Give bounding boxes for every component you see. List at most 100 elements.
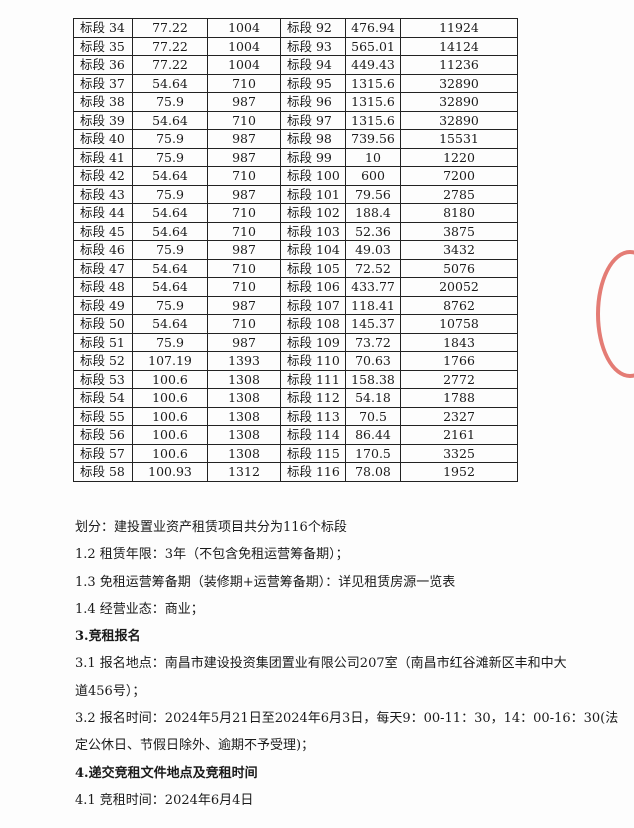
area-cell: 54.64 <box>132 277 208 297</box>
rent-cell: 3325 <box>400 443 518 463</box>
rent-cell: 32890 <box>400 92 518 112</box>
rent-cell: 1308 <box>207 425 281 445</box>
section-name-cell: 标段 113 <box>280 406 346 426</box>
area-cell: 449.43 <box>345 55 401 75</box>
lease-sections-table: 标段 34 77.22 1004 标段 92 476.94 11924 标段 35 77.22… <box>73 18 518 482</box>
rent-cell: 11236 <box>400 55 518 75</box>
table-row: 标段 42 54.64 710 标段 100 600 7200 <box>73 166 518 186</box>
section-name-cell: 标段 105 <box>280 258 346 278</box>
paragraph-line: 3.2 报名时间：2024年5月21日至2024年6月3日，每天9：00-11：… <box>75 711 619 727</box>
rent-cell: 1004 <box>207 18 281 38</box>
area-cell: 170.5 <box>345 443 401 463</box>
paragraph-line: 1.2 租赁年限：3年（不包含免租运营筹备期）； <box>75 547 349 563</box>
section-name-cell: 标段 38 <box>73 92 133 112</box>
table-row: 标段 57 100.6 1308 标段 115 170.5 3325 <box>73 443 518 463</box>
rent-cell: 987 <box>207 240 281 260</box>
area-cell: 739.56 <box>345 129 401 149</box>
rent-cell: 1312 <box>207 462 281 482</box>
area-cell: 75.9 <box>132 295 208 315</box>
area-cell: 100.6 <box>132 406 208 426</box>
area-cell: 100.6 <box>132 369 208 389</box>
section-name-cell: 标段 53 <box>73 369 133 389</box>
rent-cell: 1308 <box>207 443 281 463</box>
rent-cell: 8180 <box>400 203 518 223</box>
table-row: 标段 35 77.22 1004 标段 93 565.01 14124 <box>73 36 518 56</box>
area-cell: 86.44 <box>345 425 401 445</box>
rent-cell: 1952 <box>400 462 518 482</box>
rent-cell: 5076 <box>400 258 518 278</box>
section-name-cell: 标段 40 <box>73 129 133 149</box>
rent-cell: 1843 <box>400 332 518 352</box>
area-cell: 75.9 <box>132 92 208 112</box>
section-name-cell: 标段 44 <box>73 203 133 223</box>
section-name-cell: 标段 99 <box>280 147 346 167</box>
rent-cell: 8762 <box>400 295 518 315</box>
area-cell: 145.37 <box>345 314 401 334</box>
rent-cell: 710 <box>207 258 281 278</box>
section-name-cell: 标段 41 <box>73 147 133 167</box>
section-name-cell: 标段 46 <box>73 240 133 260</box>
table-row: 标段 55 100.6 1308 标段 113 70.5 2327 <box>73 406 518 426</box>
area-cell: 77.22 <box>132 36 208 56</box>
area-cell: 54.64 <box>132 110 208 130</box>
area-cell: 79.56 <box>345 184 401 204</box>
rent-cell: 710 <box>207 110 281 130</box>
area-cell: 158.38 <box>345 369 401 389</box>
section-name-cell: 标段 104 <box>280 240 346 260</box>
section-name-cell: 标段 103 <box>280 221 346 241</box>
section-name-cell: 标段 101 <box>280 184 346 204</box>
section-name-cell: 标段 98 <box>280 129 346 149</box>
section-name-cell: 标段 110 <box>280 351 346 371</box>
table-row: 标段 44 54.64 710 标段 102 188.4 8180 <box>73 203 518 223</box>
section-name-cell: 标段 109 <box>280 332 346 352</box>
rent-cell: 3875 <box>400 221 518 241</box>
area-cell: 54.18 <box>345 388 401 408</box>
table-row: 标段 43 75.9 987 标段 101 79.56 2785 <box>73 184 518 204</box>
document-body: 划分：建投置业资产租赁项目共分为116个标段 1.2 租赁年限：3年（不包含免租运… <box>75 517 634 817</box>
area-cell: 75.9 <box>132 184 208 204</box>
paragraph-line: 1.4 经营业态：商业； <box>75 601 204 617</box>
paragraph-line: 划分：建投置业资产租赁项目共分为116个标段 <box>75 520 347 535</box>
rent-cell: 32890 <box>400 73 518 93</box>
section-name-cell: 标段 97 <box>280 110 346 130</box>
table-row: 标段 37 54.64 710 标段 95 1315.6 32890 <box>73 73 518 93</box>
area-cell: 54.64 <box>132 73 208 93</box>
area-cell: 77.22 <box>132 18 208 38</box>
area-cell: 1315.6 <box>345 110 401 130</box>
area-cell: 100.6 <box>132 443 208 463</box>
paragraph-line: 定公休日、节假日除外、逾期不予受理)； <box>75 738 315 754</box>
rent-cell: 10758 <box>400 314 518 334</box>
rent-cell: 1004 <box>207 55 281 75</box>
section-name-cell: 标段 34 <box>73 18 133 38</box>
rent-cell: 1766 <box>400 351 518 371</box>
paragraph-line: 道456号）； <box>75 683 146 699</box>
rent-cell: 7200 <box>400 166 518 186</box>
section-name-cell: 标段 42 <box>73 166 133 186</box>
area-cell: 54.64 <box>132 221 208 241</box>
section-name-cell: 标段 55 <box>73 406 133 426</box>
section-name-cell: 标段 107 <box>280 295 346 315</box>
rent-cell: 1393 <box>207 351 281 371</box>
area-cell: 476.94 <box>345 18 401 38</box>
rent-cell: 1308 <box>207 369 281 389</box>
rent-cell: 987 <box>207 295 281 315</box>
rent-cell: 1308 <box>207 406 281 426</box>
rent-cell: 2772 <box>400 369 518 389</box>
rent-cell: 2785 <box>400 184 518 204</box>
area-cell: 75.9 <box>132 332 208 352</box>
paragraph-line: 1.3 免租运营筹备期（装修期+运营筹备期）：详见租赁房源一览表 <box>75 574 456 590</box>
area-cell: 1315.6 <box>345 92 401 112</box>
area-cell: 75.9 <box>132 240 208 260</box>
section-name-cell: 标段 94 <box>280 55 346 75</box>
section-name-cell: 标段 37 <box>73 73 133 93</box>
area-cell: 10 <box>345 147 401 167</box>
area-cell: 77.22 <box>132 55 208 75</box>
red-seal-stamp <box>596 250 634 378</box>
table-row: 标段 56 100.6 1308 标段 114 86.44 2161 <box>73 425 518 445</box>
section-name-cell: 标段 51 <box>73 332 133 352</box>
rent-cell: 1308 <box>207 388 281 408</box>
area-cell: 100.93 <box>132 462 208 482</box>
area-cell: 118.41 <box>345 295 401 315</box>
section-name-cell: 标段 35 <box>73 36 133 56</box>
area-cell: 1315.6 <box>345 73 401 93</box>
